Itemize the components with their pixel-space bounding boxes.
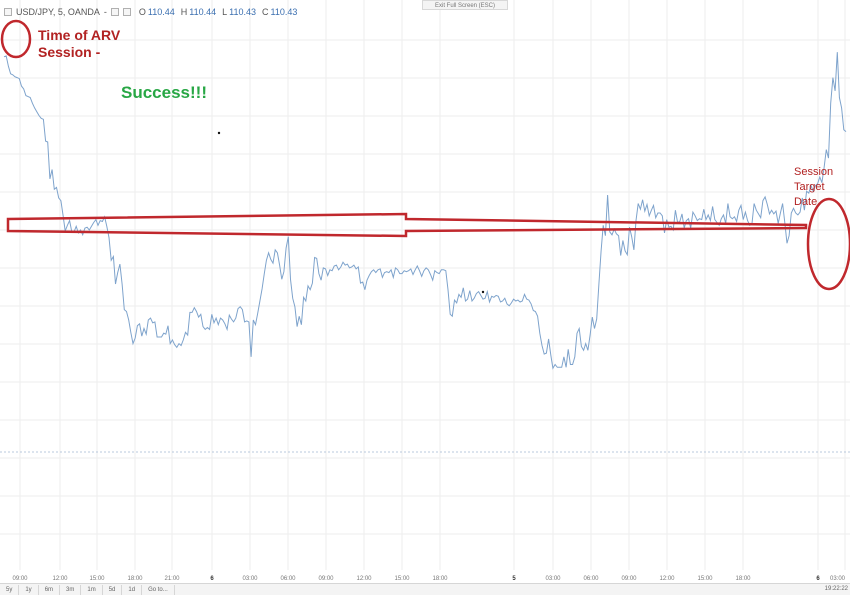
x-tick-label: 15:00 [89,576,105,582]
target-annotation-line1: Session [794,166,834,178]
range-toolbar: 5y 1y 6m 3m 1m 5d 1d Go to... 19:22:22 [0,583,850,595]
range-button-6m[interactable]: 6m [39,584,61,595]
x-tick-label: 6 [816,576,820,582]
target-annotation-line2: Target [794,181,825,193]
symbol-square-icon [4,8,12,16]
x-tick-label: 03:00 [545,576,561,582]
x-tick-label: 03:00 [830,576,846,582]
range-button-1y[interactable]: 1y [19,584,39,595]
symbol-label: USD/JPY, 5, OANDA [16,7,100,17]
chart-header: USD/JPY, 5, OANDA - O 110.44 H 110.44 L 110… [4,5,297,19]
range-button-go-to[interactable]: Go to... [142,584,175,595]
dot-marker [481,290,485,294]
arv-annotation: Time of ARV Session - [38,27,120,61]
arrow-shape [6,212,808,238]
x-tick-label: 18:00 [735,576,751,582]
arv-annotation-line2: Session - [38,44,101,60]
close-value: 110.43 [270,7,298,17]
success-annotation: Success!!! [121,83,207,102]
x-tick-label: 18:00 [432,576,448,582]
range-button-1m[interactable]: 1m [81,584,103,595]
target-annotation-line3: Date [794,196,818,208]
high-label: H [180,7,188,17]
x-tick-label: 09:00 [12,576,28,582]
x-tick-label: 06:00 [280,576,296,582]
range-button-5y[interactable]: 5y [0,584,20,595]
range-button-3m[interactable]: 3m [60,584,82,595]
range-button-1d[interactable]: 1d [122,584,143,595]
settings-box-icon[interactable] [110,8,119,16]
x-tick-label: 03:00 [242,576,258,582]
x-tick-label: 5 [512,576,516,582]
x-tick-label: 18:00 [127,576,143,582]
x-tick-label: 6 [210,576,214,582]
low-value: 110.43 [229,7,256,17]
dot-marker [217,131,221,135]
x-tick-label: 06:00 [583,576,599,582]
indicator-box-icon[interactable] [122,8,131,16]
range-button-group: 5y 1y 6m 3m 1m 5d 1d Go to... [0,584,175,595]
open-label: O [138,7,146,17]
x-tick-label: 12:00 [356,576,372,582]
x-tick-label: 09:00 [621,576,637,582]
arv-time-circle [0,19,32,59]
target-annotation: Session Target Date [794,165,833,210]
price-series-line [3,52,847,370]
high-value: 110.44 [189,7,217,17]
close-label: C [261,7,269,17]
x-tick-label: 09:00 [318,576,334,582]
x-tick-label: 15:00 [697,576,713,582]
header-dash: - [103,7,107,17]
x-tick-label: 12:00 [52,576,68,582]
ohlc-values: O 110.44 H 110.44 L 110.43 C 110.43 [139,7,297,17]
x-tick-label: 21:00 [164,576,180,582]
range-button-5d[interactable]: 5d [103,584,123,595]
open-value: 110.44 [147,7,175,17]
arv-annotation-line1: Time of ARV [38,27,121,43]
clock-readout: 19:22:22 [824,586,848,592]
exit-fullscreen-button[interactable]: Exit Full Screen (ESC) [422,0,508,10]
x-axis-tick-labels: 09:00 12:00 15:00 18:00 21:00 6 03:00 06:00 09:0… [12,576,845,582]
target-date-circle [806,197,850,291]
chart-grid [0,0,850,570]
low-label: L [222,7,228,17]
x-tick-label: 12:00 [659,576,675,582]
x-tick-label: 15:00 [394,576,410,582]
